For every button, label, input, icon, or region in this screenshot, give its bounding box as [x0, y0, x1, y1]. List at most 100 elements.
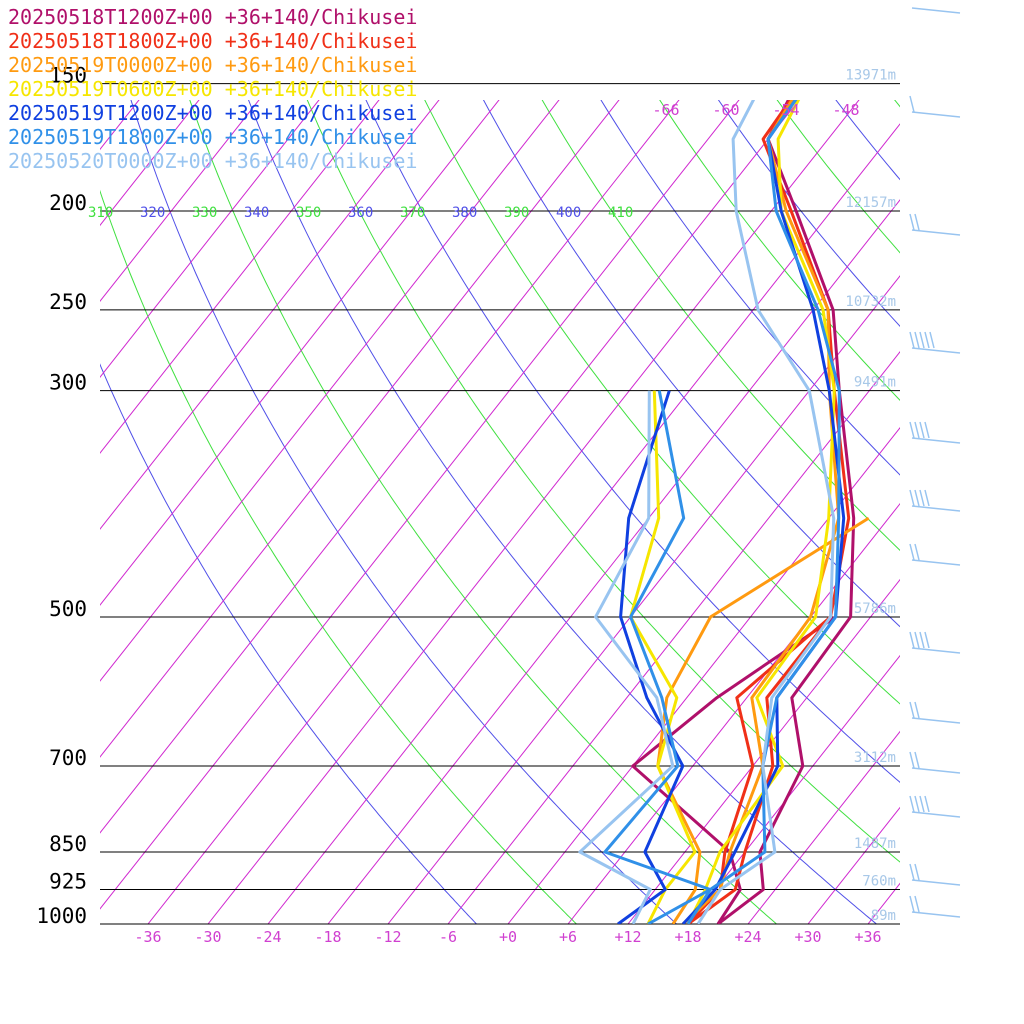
theta-line: [482, 100, 900, 628]
pressure-tick-label: 500: [49, 597, 87, 621]
legend-entry: 20250518T1200Z+00 +36+140/Chikusei: [8, 5, 417, 29]
temperature-tick-label: -12: [374, 928, 401, 946]
wind-barbs: [909, 7, 961, 918]
theta-label: 340: [244, 205, 269, 221]
isotherm: [267, 123, 900, 924]
theta-line: [424, 100, 900, 705]
temperature-tick-label: +30: [794, 928, 821, 946]
wind-barb: [909, 895, 961, 918]
isotherm: [100, 100, 560, 682]
temperature-tick-label: +12: [614, 928, 641, 946]
height-label: 89m: [871, 908, 896, 924]
wind-barb: [909, 863, 961, 886]
temperature-tick-label: +6: [559, 928, 577, 946]
legend-entry: 20250518T1800Z+00 +36+140/Chikusei: [8, 29, 417, 53]
height-label: 9491m: [854, 375, 896, 391]
pressure-tick-label: 850: [49, 832, 87, 856]
theta-line: [100, 363, 478, 924]
isotherm: [100, 100, 440, 530]
dewpoint-line: [629, 390, 697, 924]
theta-line: [659, 100, 900, 401]
isobars: [100, 83, 900, 925]
isotherm: [100, 100, 680, 834]
isotherm: [687, 654, 900, 924]
dewpoint-line: [631, 615, 837, 924]
wind-barb: [909, 631, 961, 654]
legend: 20250518T1200Z+00 +36+140/Chikusei202505…: [8, 5, 417, 173]
height-label: 1487m: [854, 836, 896, 852]
dewpoint-line: [578, 390, 675, 924]
series-lines: [578, 100, 870, 924]
wind-barb: [909, 795, 961, 818]
wind-barb: [909, 701, 961, 724]
theta-label: 390: [504, 205, 529, 221]
background-lines: [100, 100, 900, 924]
wind-barb: [909, 543, 961, 566]
temperature-line: [686, 100, 841, 924]
pressure-tick-label: 700: [49, 746, 87, 770]
theta-label: 360: [348, 205, 373, 221]
theta-line: [248, 100, 878, 924]
top-temperature-label: -60: [712, 101, 739, 119]
theta-line: [365, 100, 900, 783]
isotherm: [147, 100, 800, 924]
temperature-line: [696, 100, 836, 924]
isotherm: [100, 100, 380, 454]
theta-label: 400: [556, 205, 581, 221]
legend-entry: 20250520T0000Z+00 +36+140/Chikusei: [8, 149, 417, 173]
isotherm: [100, 100, 260, 303]
legend-entry: 20250519T1200Z+00 +36+140/Chikusei: [8, 101, 417, 125]
height-label: 3112m: [854, 750, 896, 766]
wind-barb: [909, 213, 961, 236]
top-temperature-label: -66: [652, 101, 679, 119]
theta-line: [541, 100, 900, 551]
temperature-tick-label: +24: [734, 928, 761, 946]
pressure-tick-label: 250: [49, 290, 87, 314]
top-temperature-label: -54: [772, 101, 799, 119]
wind-barb: [909, 331, 961, 354]
isotherm: [627, 578, 900, 924]
legend-entry: 20250519T1800Z+00 +36+140/Chikusei: [8, 125, 417, 149]
legend-entry: 20250519T0000Z+00 +36+140/Chikusei: [8, 53, 417, 77]
theta-line: [130, 100, 678, 924]
legend-entry: 20250519T0600Z+00 +36+140/Chikusei: [8, 77, 417, 101]
height-label: 13971m: [845, 68, 896, 84]
theta-label: 330: [192, 205, 217, 221]
isotherm: [387, 275, 900, 924]
isotherm: [447, 351, 900, 924]
height-label: 12157m: [845, 195, 896, 211]
theta-label: 320: [140, 205, 165, 221]
height-label: 10732m: [845, 294, 896, 310]
height-label: 760m: [862, 873, 896, 889]
wind-barb: [909, 95, 961, 118]
wind-barb: [909, 421, 961, 444]
top-temperature-label: -48: [832, 101, 859, 119]
isotherm: [100, 100, 500, 606]
theta-label: 380: [452, 205, 477, 221]
wind-barb: [909, 751, 961, 774]
temperature-line: [686, 100, 836, 924]
theta-line: [717, 100, 900, 327]
axis-labels: 1001502002503005007008509251000-36-30-24…: [36, 64, 896, 946]
pressure-tick-label: 150: [49, 64, 87, 88]
theta-line: [100, 189, 578, 924]
pressure-tick-label: 1000: [36, 904, 87, 928]
theta-label: 310: [88, 205, 113, 221]
isotherm: [327, 199, 900, 924]
pressure-tick-label: 300: [49, 371, 87, 395]
theta-label: 410: [608, 205, 633, 221]
theta-label: 370: [400, 205, 425, 221]
pressure-tick-label: 925: [49, 869, 87, 893]
isotherm: [100, 100, 200, 227]
isotherm: [747, 730, 900, 924]
temperature-tick-label: -18: [314, 928, 341, 946]
theta-line: [600, 100, 900, 476]
wind-barb: [909, 489, 961, 512]
isotherm: [567, 502, 900, 924]
temperature-tick-label: +18: [674, 928, 701, 946]
temperature-line: [681, 100, 846, 924]
temperature-tick-label: -6: [439, 928, 457, 946]
temperature-tick-label: -36: [134, 928, 161, 946]
wind-barb: [911, 7, 961, 14]
